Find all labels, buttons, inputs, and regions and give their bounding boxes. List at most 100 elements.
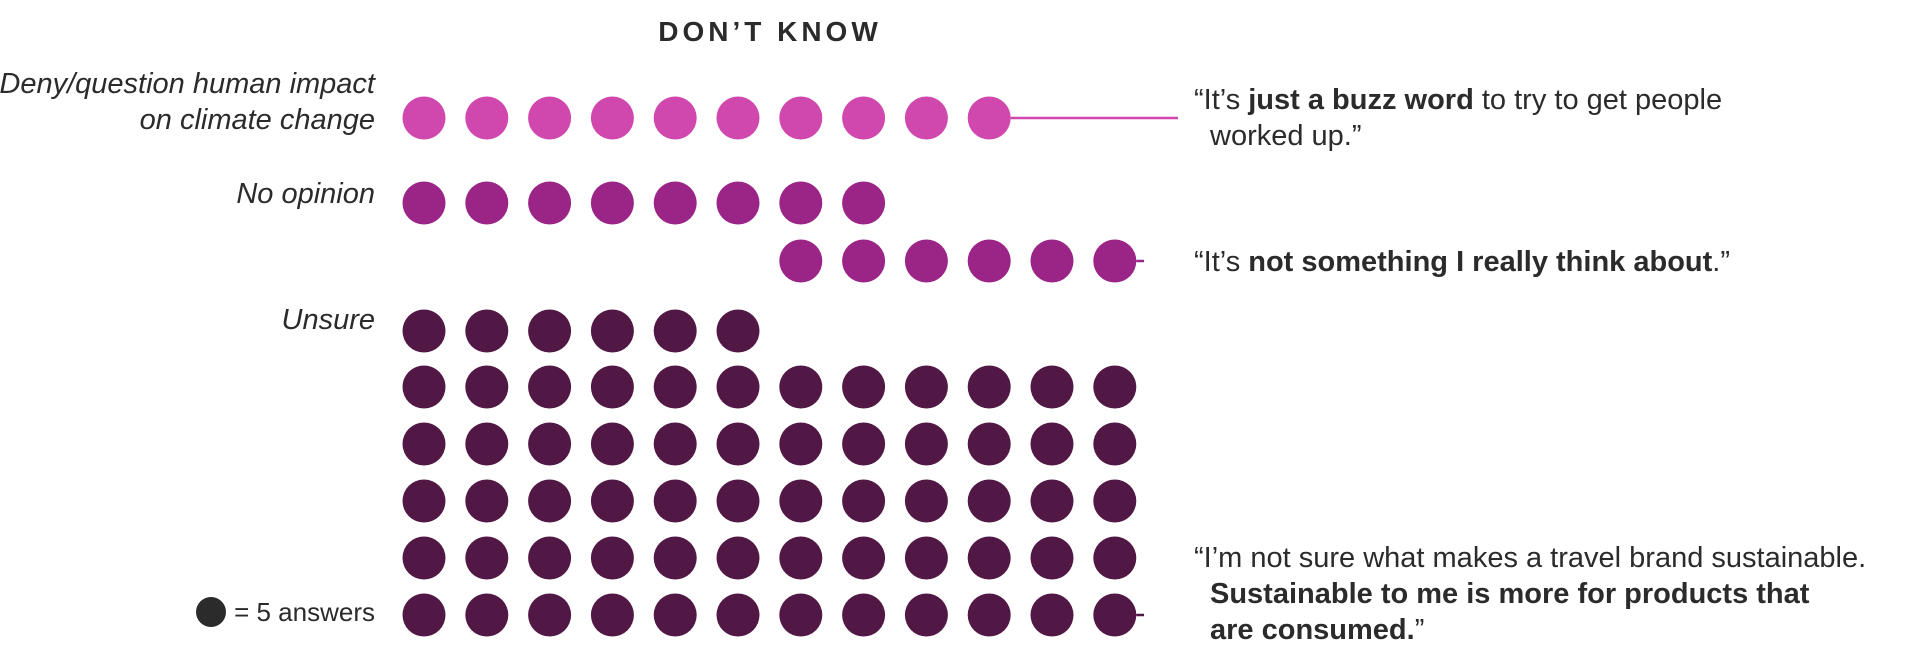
dot-unsure-r1-0 xyxy=(402,365,446,409)
dot-deny-r0-7 xyxy=(842,96,886,140)
quote-no-opinion-open: “It’s xyxy=(1194,246,1249,278)
dot-unsure-r1-8 xyxy=(904,365,948,409)
category-label-deny: Deny/question human impact on climate ch… xyxy=(0,66,375,138)
dot-deny-r0-5 xyxy=(716,96,760,140)
dot-no-opinion-r0-6 xyxy=(779,181,823,225)
dot-unsure-r4-11 xyxy=(1093,536,1137,580)
dot-no-opinion-r1-3 xyxy=(967,239,1011,283)
dot-unsure-r5-8 xyxy=(904,593,948,637)
dot-unsure-r5-9 xyxy=(967,593,1011,637)
dot-unsure-r0-1 xyxy=(465,309,509,353)
dot-deny-r0-6 xyxy=(779,96,823,140)
dot-no-opinion-r0-5 xyxy=(716,181,760,225)
dot-unsure-r0-3 xyxy=(590,309,634,353)
dot-unsure-r0-2 xyxy=(528,309,572,353)
dot-unsure-r3-11 xyxy=(1093,479,1137,523)
dot-unsure-r4-4 xyxy=(653,536,697,580)
dot-no-opinion-r1-4 xyxy=(1030,239,1074,283)
dot-unsure-r2-8 xyxy=(904,422,948,466)
dot-unsure-r3-3 xyxy=(590,479,634,523)
dot-unsure-r5-3 xyxy=(590,593,634,637)
dot-unsure-r1-4 xyxy=(653,365,697,409)
dot-no-opinion-r0-2 xyxy=(528,181,572,225)
dot-unsure-r1-1 xyxy=(465,365,509,409)
quote-deny-open: “It’s xyxy=(1194,84,1249,116)
dot-unsure-r3-9 xyxy=(967,479,1011,523)
dot-unsure-r2-0 xyxy=(402,422,446,466)
quote-no-opinion-bold: not something I really think about xyxy=(1248,246,1713,278)
dot-deny-r0-2 xyxy=(528,96,572,140)
dot-unsure-r0-5 xyxy=(716,309,760,353)
dot-unsure-r1-2 xyxy=(528,365,572,409)
dot-unsure-r4-9 xyxy=(967,536,1011,580)
dot-no-opinion-r0-7 xyxy=(842,181,886,225)
dot-unsure-r5-4 xyxy=(653,593,697,637)
dot-no-opinion-r1-0 xyxy=(779,239,823,283)
dot-unsure-r3-5 xyxy=(716,479,760,523)
dot-unsure-r5-2 xyxy=(528,593,572,637)
dot-unsure-r2-3 xyxy=(590,422,634,466)
legend-label: = 5 answers xyxy=(234,597,375,627)
dot-unsure-r3-4 xyxy=(653,479,697,523)
dot-unsure-r4-6 xyxy=(779,536,823,580)
dot-unsure-r1-11 xyxy=(1093,365,1137,409)
dot-unsure-r3-2 xyxy=(528,479,572,523)
dot-unsure-r1-6 xyxy=(779,365,823,409)
quote-unsure-cont: Sustainable to me is more for products t… xyxy=(1194,576,1866,612)
dot-deny-r0-9 xyxy=(967,96,1011,140)
dot-unsure-r4-10 xyxy=(1030,536,1074,580)
dot-unsure-r0-0 xyxy=(402,309,446,353)
dot-unsure-r2-9 xyxy=(967,422,1011,466)
dot-no-opinion-r1-2 xyxy=(904,239,948,283)
dot-unsure-r3-0 xyxy=(402,479,446,523)
dot-unsure-r2-2 xyxy=(528,422,572,466)
dot-no-opinion-r1-1 xyxy=(842,239,886,283)
dot-deny-r0-8 xyxy=(904,96,948,140)
dot-unsure-r2-1 xyxy=(465,422,509,466)
dot-unsure-r2-7 xyxy=(842,422,886,466)
quote-unsure-cont2: are consumed.” xyxy=(1194,612,1866,648)
category-label-unsure: Unsure xyxy=(281,304,376,336)
legend: = 5 answers xyxy=(196,594,375,630)
dot-unsure-r2-5 xyxy=(716,422,760,466)
dot-unsure-r4-1 xyxy=(465,536,509,580)
category-label-no-opinion: No opinion xyxy=(236,178,375,210)
dot-unsure-r5-11 xyxy=(1093,593,1137,637)
dot-unsure-r4-8 xyxy=(904,536,948,580)
dot-unsure-r4-7 xyxy=(842,536,886,580)
dot-unsure-r5-0 xyxy=(402,593,446,637)
legend-dot xyxy=(196,597,227,627)
dot-unsure-r1-5 xyxy=(716,365,760,409)
dot-unsure-r5-7 xyxy=(842,593,886,637)
dot-no-opinion-r1-5 xyxy=(1093,239,1137,283)
dot-deny-r0-4 xyxy=(653,96,697,140)
quote-deny-cont: worked up.” xyxy=(1210,120,1362,152)
quote-unsure-close: ” xyxy=(1414,614,1425,646)
quote-no-opinion: “It’s not something I really think about… xyxy=(1194,244,1730,280)
category-label-deny-text: Deny/question human impact on climate ch… xyxy=(0,68,375,136)
dot-unsure-r2-6 xyxy=(779,422,823,466)
dot-deny-r0-1 xyxy=(465,96,509,140)
quote-unsure-bold-1: Sustainable to me is more for products t… xyxy=(1210,578,1810,610)
dot-deny-r0-0 xyxy=(402,96,446,140)
dot-unsure-r1-10 xyxy=(1030,365,1074,409)
dot-unsure-r5-6 xyxy=(779,593,823,637)
dot-unsure-r5-10 xyxy=(1030,593,1074,637)
dot-unsure-r1-3 xyxy=(590,365,634,409)
dot-unsure-r3-7 xyxy=(842,479,886,523)
quote-deny-bold: just a buzz word xyxy=(1248,84,1474,116)
dot-unsure-r1-7 xyxy=(842,365,886,409)
quote-unsure-bold-2: are consumed. xyxy=(1210,614,1415,646)
dot-unsure-r4-3 xyxy=(590,536,634,580)
dot-unsure-r4-2 xyxy=(528,536,572,580)
dot-unsure-r5-1 xyxy=(465,593,509,637)
dot-no-opinion-r0-1 xyxy=(465,181,509,225)
quote-deny: “It’s just a buzz word to try to get peo… xyxy=(1194,82,1722,154)
dot-unsure-r4-0 xyxy=(402,536,446,580)
dot-unsure-r1-9 xyxy=(967,365,1011,409)
dot-no-opinion-r0-3 xyxy=(590,181,634,225)
dot-deny-r0-3 xyxy=(590,96,634,140)
dot-unsure-r2-4 xyxy=(653,422,697,466)
